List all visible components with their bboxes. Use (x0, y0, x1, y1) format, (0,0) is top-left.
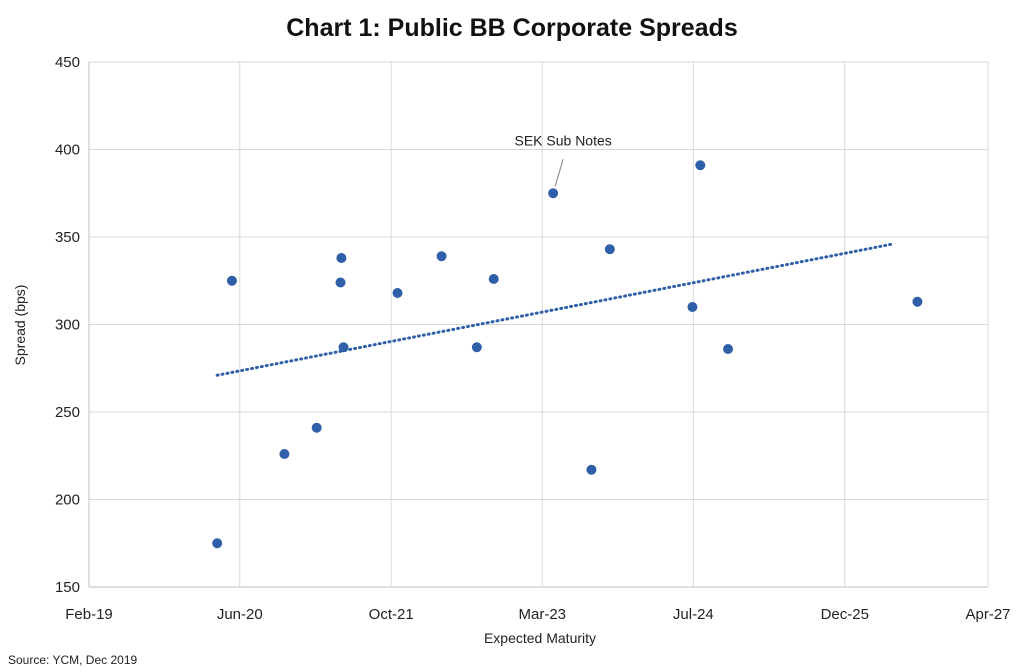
x-tick-label: Oct-21 (369, 606, 414, 623)
grid-lines (89, 61, 989, 587)
x-tick-label: Mar-23 (519, 606, 567, 623)
y-tick-label: 350 (55, 229, 80, 246)
y-tick-label: 450 (55, 54, 80, 71)
y-tick-label: 200 (55, 492, 80, 509)
data-point (392, 288, 403, 298)
data-point (912, 296, 923, 307)
data-point (436, 251, 447, 262)
x-tick-label: Jun-20 (217, 606, 263, 623)
y-tick-label: 250 (55, 404, 80, 421)
data-point (723, 344, 734, 354)
data-point (687, 302, 698, 312)
x-tick-label: Dec-25 (821, 606, 869, 623)
data-point (279, 449, 290, 459)
data-point (488, 274, 499, 284)
y-axis-label: Spread (bps) (12, 285, 28, 366)
y-tick-label: 150 (55, 579, 80, 596)
data-point (226, 275, 237, 286)
data-point (604, 244, 615, 255)
data-point (695, 160, 706, 171)
x-axis-label: Expected Maturity (484, 630, 596, 646)
annotations: SEK Sub Notes (514, 132, 612, 187)
source-note: Source: YCM, Dec 2019 (8, 653, 138, 667)
data-point (548, 188, 559, 199)
data-point (311, 422, 322, 433)
x-tick-label: Apr-27 (965, 606, 1010, 623)
tick-labels: 150 200 250 300 350 400 450 Feb-19 Jun-20 Oct-21 M… (55, 54, 1011, 623)
x-tick-label: Feb-19 (65, 606, 113, 623)
chart-title: Chart 1: Public BB Corporate Spreads (286, 14, 737, 42)
data-point (586, 464, 597, 475)
x-tick-label: Jul-24 (673, 606, 714, 623)
annotation-label: SEK Sub Notes (514, 132, 611, 148)
data-point (338, 342, 349, 353)
annotation-leader-line (554, 159, 564, 187)
data-point (212, 538, 223, 549)
data-point (471, 342, 482, 353)
y-tick-label: 400 (55, 142, 80, 159)
y-tick-label: 300 (55, 317, 80, 334)
data-point (336, 253, 347, 263)
trendline-path (215, 242, 895, 377)
axes (88, 62, 988, 588)
data-points (212, 160, 923, 549)
data-point (335, 277, 346, 288)
trendline (215, 242, 895, 377)
